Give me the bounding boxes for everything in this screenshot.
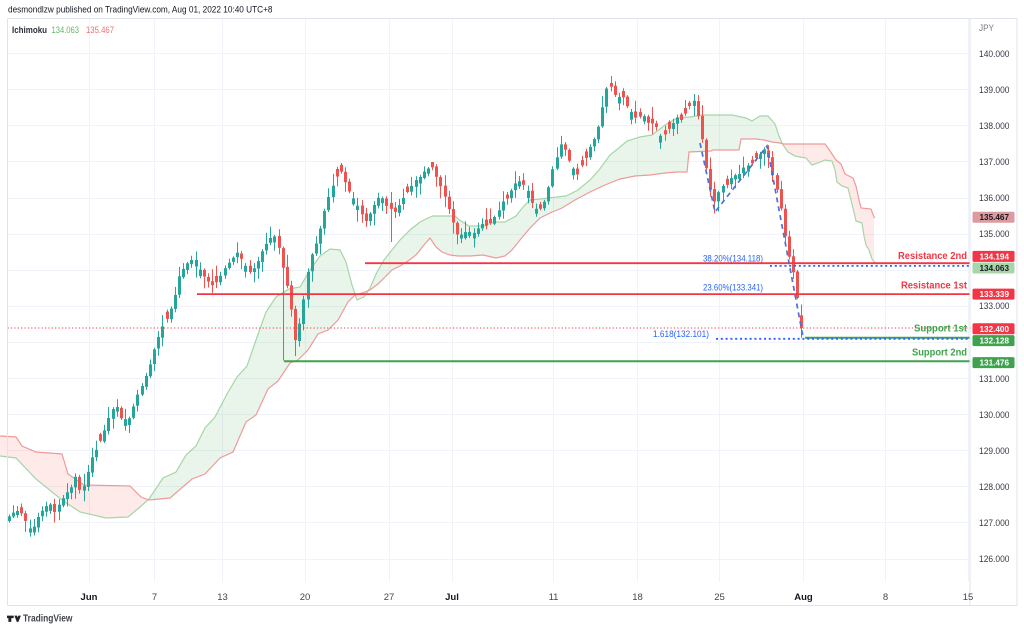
svg-text:131.476: 131.476 [980,358,1010,368]
svg-text:38.20%(134.118): 38.20%(134.118) [703,254,763,264]
svg-text:132.400: 132.400 [980,324,1010,334]
svg-text:Aug: Aug [794,592,813,603]
svg-text:Resistance 2nd: Resistance 2nd [898,251,967,262]
svg-text:135.000: 135.000 [979,229,1010,239]
svg-text:Ichimoku: Ichimoku [12,25,47,36]
svg-text:129.000: 129.000 [979,446,1010,456]
svg-text:130.000: 130.000 [979,410,1010,420]
svg-text:133.000: 133.000 [979,301,1010,311]
svg-text:132.128: 132.128 [980,336,1010,346]
svg-text:13: 13 [217,592,228,603]
svg-text:Support 1st: Support 1st [914,324,968,335]
svg-text:Resistance 1st: Resistance 1st [901,281,968,292]
svg-text:Jun: Jun [81,592,98,603]
svg-text:133.339: 133.339 [980,289,1010,299]
svg-text:139.000: 139.000 [979,85,1010,95]
svg-text:134.063: 134.063 [52,25,80,36]
svg-text:128.000: 128.000 [979,482,1010,492]
svg-text:134.194: 134.194 [980,251,1010,261]
svg-text:7: 7 [152,592,157,603]
svg-text:JPY: JPY [979,23,994,33]
svg-text:137.000: 137.000 [979,157,1010,167]
svg-text:135.467: 135.467 [980,212,1010,222]
svg-text:127.000: 127.000 [979,518,1010,528]
svg-text:140.000: 140.000 [979,49,1010,59]
svg-text:TradingView: TradingView [23,613,73,625]
svg-text:138.000: 138.000 [979,121,1010,131]
svg-text:27: 27 [384,592,395,603]
svg-text:1.618(132.101): 1.618(132.101) [653,329,709,339]
svg-text:18: 18 [632,592,643,603]
svg-text:23.60%(133.341): 23.60%(133.341) [703,283,763,293]
svg-text:135.467: 135.467 [86,25,114,36]
svg-text:desmondlzw published on Tradin: desmondlzw published on TradingView.com,… [8,5,273,16]
svg-text:15: 15 [963,592,974,603]
svg-text:134.063: 134.063 [980,263,1010,273]
svg-text:136.000: 136.000 [979,193,1010,203]
svg-text:20: 20 [300,592,311,603]
svg-text:11: 11 [549,592,559,603]
svg-text:Support 2nd: Support 2nd [912,348,967,359]
svg-text:8: 8 [883,592,888,603]
svg-text:Jul: Jul [445,592,459,603]
svg-text:131.000: 131.000 [979,374,1010,384]
svg-text:126.000: 126.000 [979,554,1010,564]
svg-text:25: 25 [714,592,725,603]
